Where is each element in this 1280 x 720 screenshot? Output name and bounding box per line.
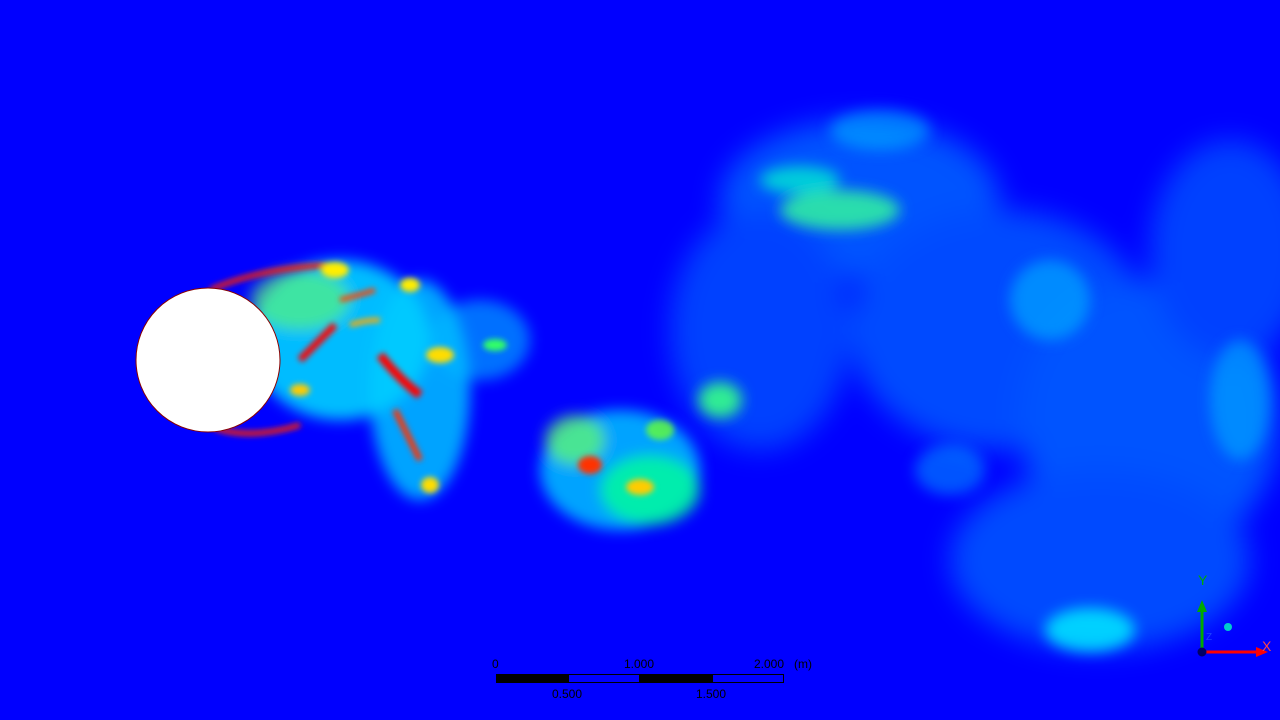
scale-segment — [568, 674, 640, 683]
far-wake-highlights — [698, 110, 1270, 652]
axis-label-z: Z — [1206, 632, 1213, 643]
scale-label-1500: 1.500 — [696, 687, 727, 701]
scale-bar: 0 1.000 2.000 (m) 0.500 1.500 — [490, 655, 820, 705]
axis-triad-icon — [1197, 600, 1268, 657]
axis-label-x: X — [1262, 638, 1272, 654]
scale-segment — [712, 674, 784, 683]
scale-label-0: 0 — [492, 657, 499, 671]
scale-segment — [496, 674, 568, 683]
axis-label-y: Y — [1198, 572, 1208, 588]
scale-label-0500: 0.500 — [552, 687, 583, 701]
scale-label-2000: 2.000 — [754, 657, 785, 671]
scale-label-1000: 1.000 — [624, 657, 655, 671]
scale-segment — [640, 674, 712, 683]
mid-wake-vortex — [540, 410, 700, 530]
cylinder-obstacle — [135, 287, 281, 433]
scale-unit: (m) — [794, 657, 812, 671]
axis-triad[interactable]: Y X Z — [1180, 570, 1280, 670]
near-wake — [208, 260, 530, 500]
